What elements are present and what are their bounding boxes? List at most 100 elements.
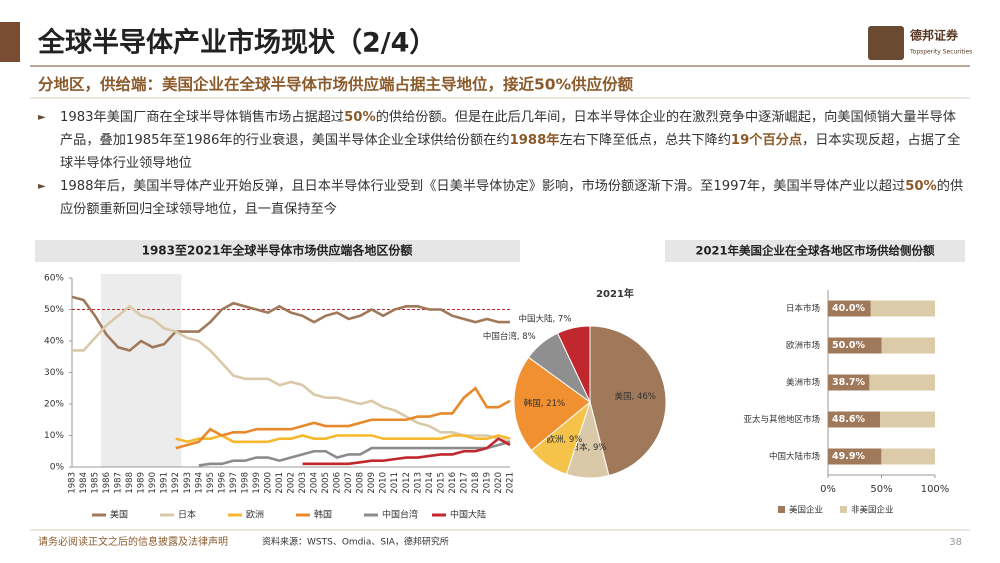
pie-label: 中国台湾, 8% <box>483 331 536 342</box>
x-tick-label: 2011 <box>390 472 400 494</box>
x-tick-label: 1985 <box>91 472 101 494</box>
subtitle: 分地区，供给端：美国企业在全球半导体市场供应端占据主导地位，接近50%供应份额 <box>38 75 634 94</box>
disclaimer: 请务必阅读正文之后的信息披露及法律声明 <box>38 535 228 548</box>
bar-segment <box>828 300 871 317</box>
x-tick-label: 2012 <box>402 472 412 494</box>
x-tick-label: 1987 <box>114 472 124 494</box>
x-tick-label: 1989 <box>137 472 147 494</box>
x-tick-label: 2017 <box>459 472 469 494</box>
bullet: 1988年后，美国半导体产业开始反弹，且日本半导体行业受到《日美半导体协定》影响… <box>38 175 968 221</box>
bar-label: 48.6% <box>832 414 865 425</box>
x-tick-label: 2016 <box>448 472 458 494</box>
line-series <box>175 434 511 444</box>
legend-label: 欧洲 <box>246 509 264 521</box>
x-tick-label: 2003 <box>298 472 308 494</box>
x-tick-label: 1986 <box>102 472 112 494</box>
pie-title: 2021年 <box>596 287 634 300</box>
x-tick-label: 1983 <box>68 472 78 494</box>
x-tick-label: 2018 <box>471 472 481 494</box>
bullet-text: 左右下降至低点，总共下降约 <box>559 133 731 148</box>
bullet: 1983年美国厂商在全球半导体销售市场占据超过50%的供给份额。但是在此后几年间… <box>38 106 968 175</box>
legend-label: 美国 <box>110 509 128 521</box>
x-tick-label: 2006 <box>333 472 343 494</box>
pie-slice <box>513 356 591 452</box>
y-tick-label: 30% <box>44 368 64 378</box>
highlight-band <box>100 274 182 467</box>
y-tick-label: 日本市场 <box>786 303 820 314</box>
legend-swatch <box>840 506 847 513</box>
legend-label: 非美国企业 <box>851 505 894 516</box>
bar-segment <box>880 411 935 428</box>
chart-title: 2021年美国企业在全球各地区市场供给侧份额 <box>695 244 935 258</box>
line-series <box>302 437 511 466</box>
bullet-text: 1988年 <box>509 133 560 148</box>
bar-segment <box>828 374 870 391</box>
x-tick-label: 2020 <box>494 472 504 494</box>
bullet-text: 的供应份额重新回归全球领导地位，且一直保持至今 <box>60 179 964 217</box>
x-tick-label: 2004 <box>310 472 320 494</box>
chart-title: 1983至2021年全球半导体市场供应端各地区份额 <box>142 243 413 258</box>
chart-header <box>35 240 520 262</box>
x-tick-label: 0% <box>820 484 836 495</box>
x-tick-label: 2015 <box>436 472 446 494</box>
x-tick-label: 100% <box>921 484 950 495</box>
x-tick-label: 1998 <box>240 472 250 494</box>
y-tick-label: 美洲市场 <box>786 377 820 388</box>
legend-label: 日本 <box>178 509 196 521</box>
y-tick-label: 中国大陆市场 <box>769 451 820 462</box>
chart-header <box>665 240 965 262</box>
line-series <box>198 440 511 467</box>
title: 全球半导体产业市场现状（2/4） <box>37 27 436 59</box>
x-tick-label: 2014 <box>425 472 435 494</box>
logo-name: 德邦证券 <box>910 28 959 43</box>
legend-label: 中国大陆 <box>450 509 486 521</box>
pie-label: 美国, 46% <box>615 391 656 402</box>
pie-label: 中国大陆, 7% <box>519 313 572 324</box>
bullet-text: ，日本实现反超，占据了全球半导体行业领导地位 <box>60 133 961 171</box>
x-tick-label: 1990 <box>148 472 158 494</box>
legend-label: 中国台湾 <box>382 509 418 521</box>
x-tick-label: 50% <box>870 484 892 495</box>
y-tick-label: 40% <box>44 337 64 347</box>
pie-slice <box>556 325 591 403</box>
x-tick-label: 2005 <box>321 472 331 494</box>
bar-segment <box>869 374 935 391</box>
x-tick-label: 2009 <box>367 472 377 494</box>
bullet-text: 的供给份额。但是在此后几年间，日本半导体企业的在激烈竞争中逐渐崛起，向美国倾销大… <box>60 110 956 148</box>
y-tick-label: 20% <box>44 400 64 410</box>
source: 资料来源：WSTS、Omdia、SIA，德邦研究所 <box>262 536 449 548</box>
bullet-text: 1988年后，美国半导体产业开始反弹，且日本半导体行业受到《日美半导体协定》影响… <box>60 179 906 194</box>
y-tick-label: 50% <box>44 305 64 315</box>
pie-slice <box>589 325 667 477</box>
legend-label: 美国企业 <box>789 505 823 516</box>
y-tick-label: 0% <box>50 463 65 473</box>
bar-segment <box>881 448 935 465</box>
x-tick-label: 2001 <box>275 472 285 494</box>
bar-label: 49.9% <box>832 451 865 462</box>
bar-segment <box>881 337 935 354</box>
bar-label: 40.0% <box>832 303 865 314</box>
title-accent <box>0 22 20 62</box>
bullet-text: 50% <box>344 110 376 125</box>
bar-label: 50.0% <box>832 340 865 351</box>
y-tick-label: 欧洲市场 <box>786 340 820 351</box>
logo-icon <box>868 26 904 60</box>
x-tick-label: 2007 <box>344 472 354 494</box>
x-tick-label: 1992 <box>171 472 181 494</box>
bullets: 1983年美国厂商在全球半导体销售市场占据超过50%的供给份额。但是在此后几年间… <box>38 106 968 221</box>
bar-segment <box>828 337 882 354</box>
x-tick-label: 1984 <box>79 472 89 494</box>
x-tick-label: 1999 <box>252 472 262 494</box>
x-tick-label: 1997 <box>229 472 239 494</box>
line-series <box>72 304 511 444</box>
pie-label: 日本, 9% <box>571 442 607 453</box>
line-series <box>175 386 511 450</box>
y-tick-label: 60% <box>44 274 64 284</box>
bullet-text: 50% <box>905 179 937 194</box>
x-tick-label: 2002 <box>287 472 297 494</box>
x-tick-label: 2019 <box>482 472 492 494</box>
bar-segment <box>870 300 935 317</box>
bar-segment <box>828 448 882 465</box>
